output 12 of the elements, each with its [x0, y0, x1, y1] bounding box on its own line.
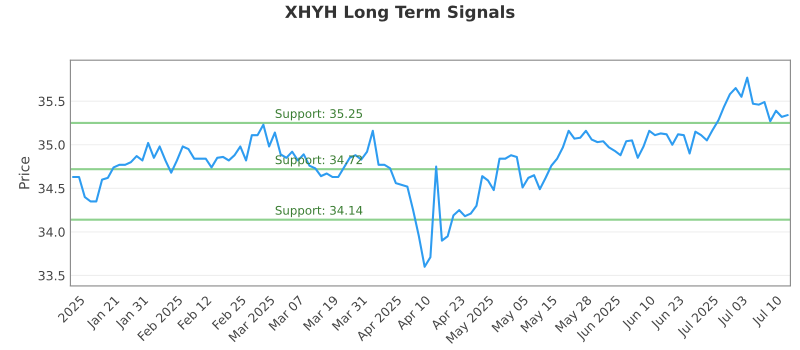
x-tick-label: Jul 03 — [716, 294, 750, 328]
y-tick-label: 34.0 — [38, 227, 65, 237]
y-tick-label: 35.5 — [38, 96, 64, 106]
line-series — [72, 76, 789, 268]
y-tick-label: 34.5 — [38, 184, 64, 194]
y-axis-title: Price — [18, 156, 30, 189]
x-tick-label: Jul 10 — [750, 294, 784, 328]
y-tick-label: 35.0 — [38, 140, 65, 150]
chart-title: XHYH Long Term Signals — [285, 5, 514, 22]
ref-line-label: Support: 34.14 — [276, 206, 362, 218]
ref-line-label: Support: 35.25 — [276, 109, 362, 120]
y-tick-label: 33.5 — [38, 270, 64, 280]
